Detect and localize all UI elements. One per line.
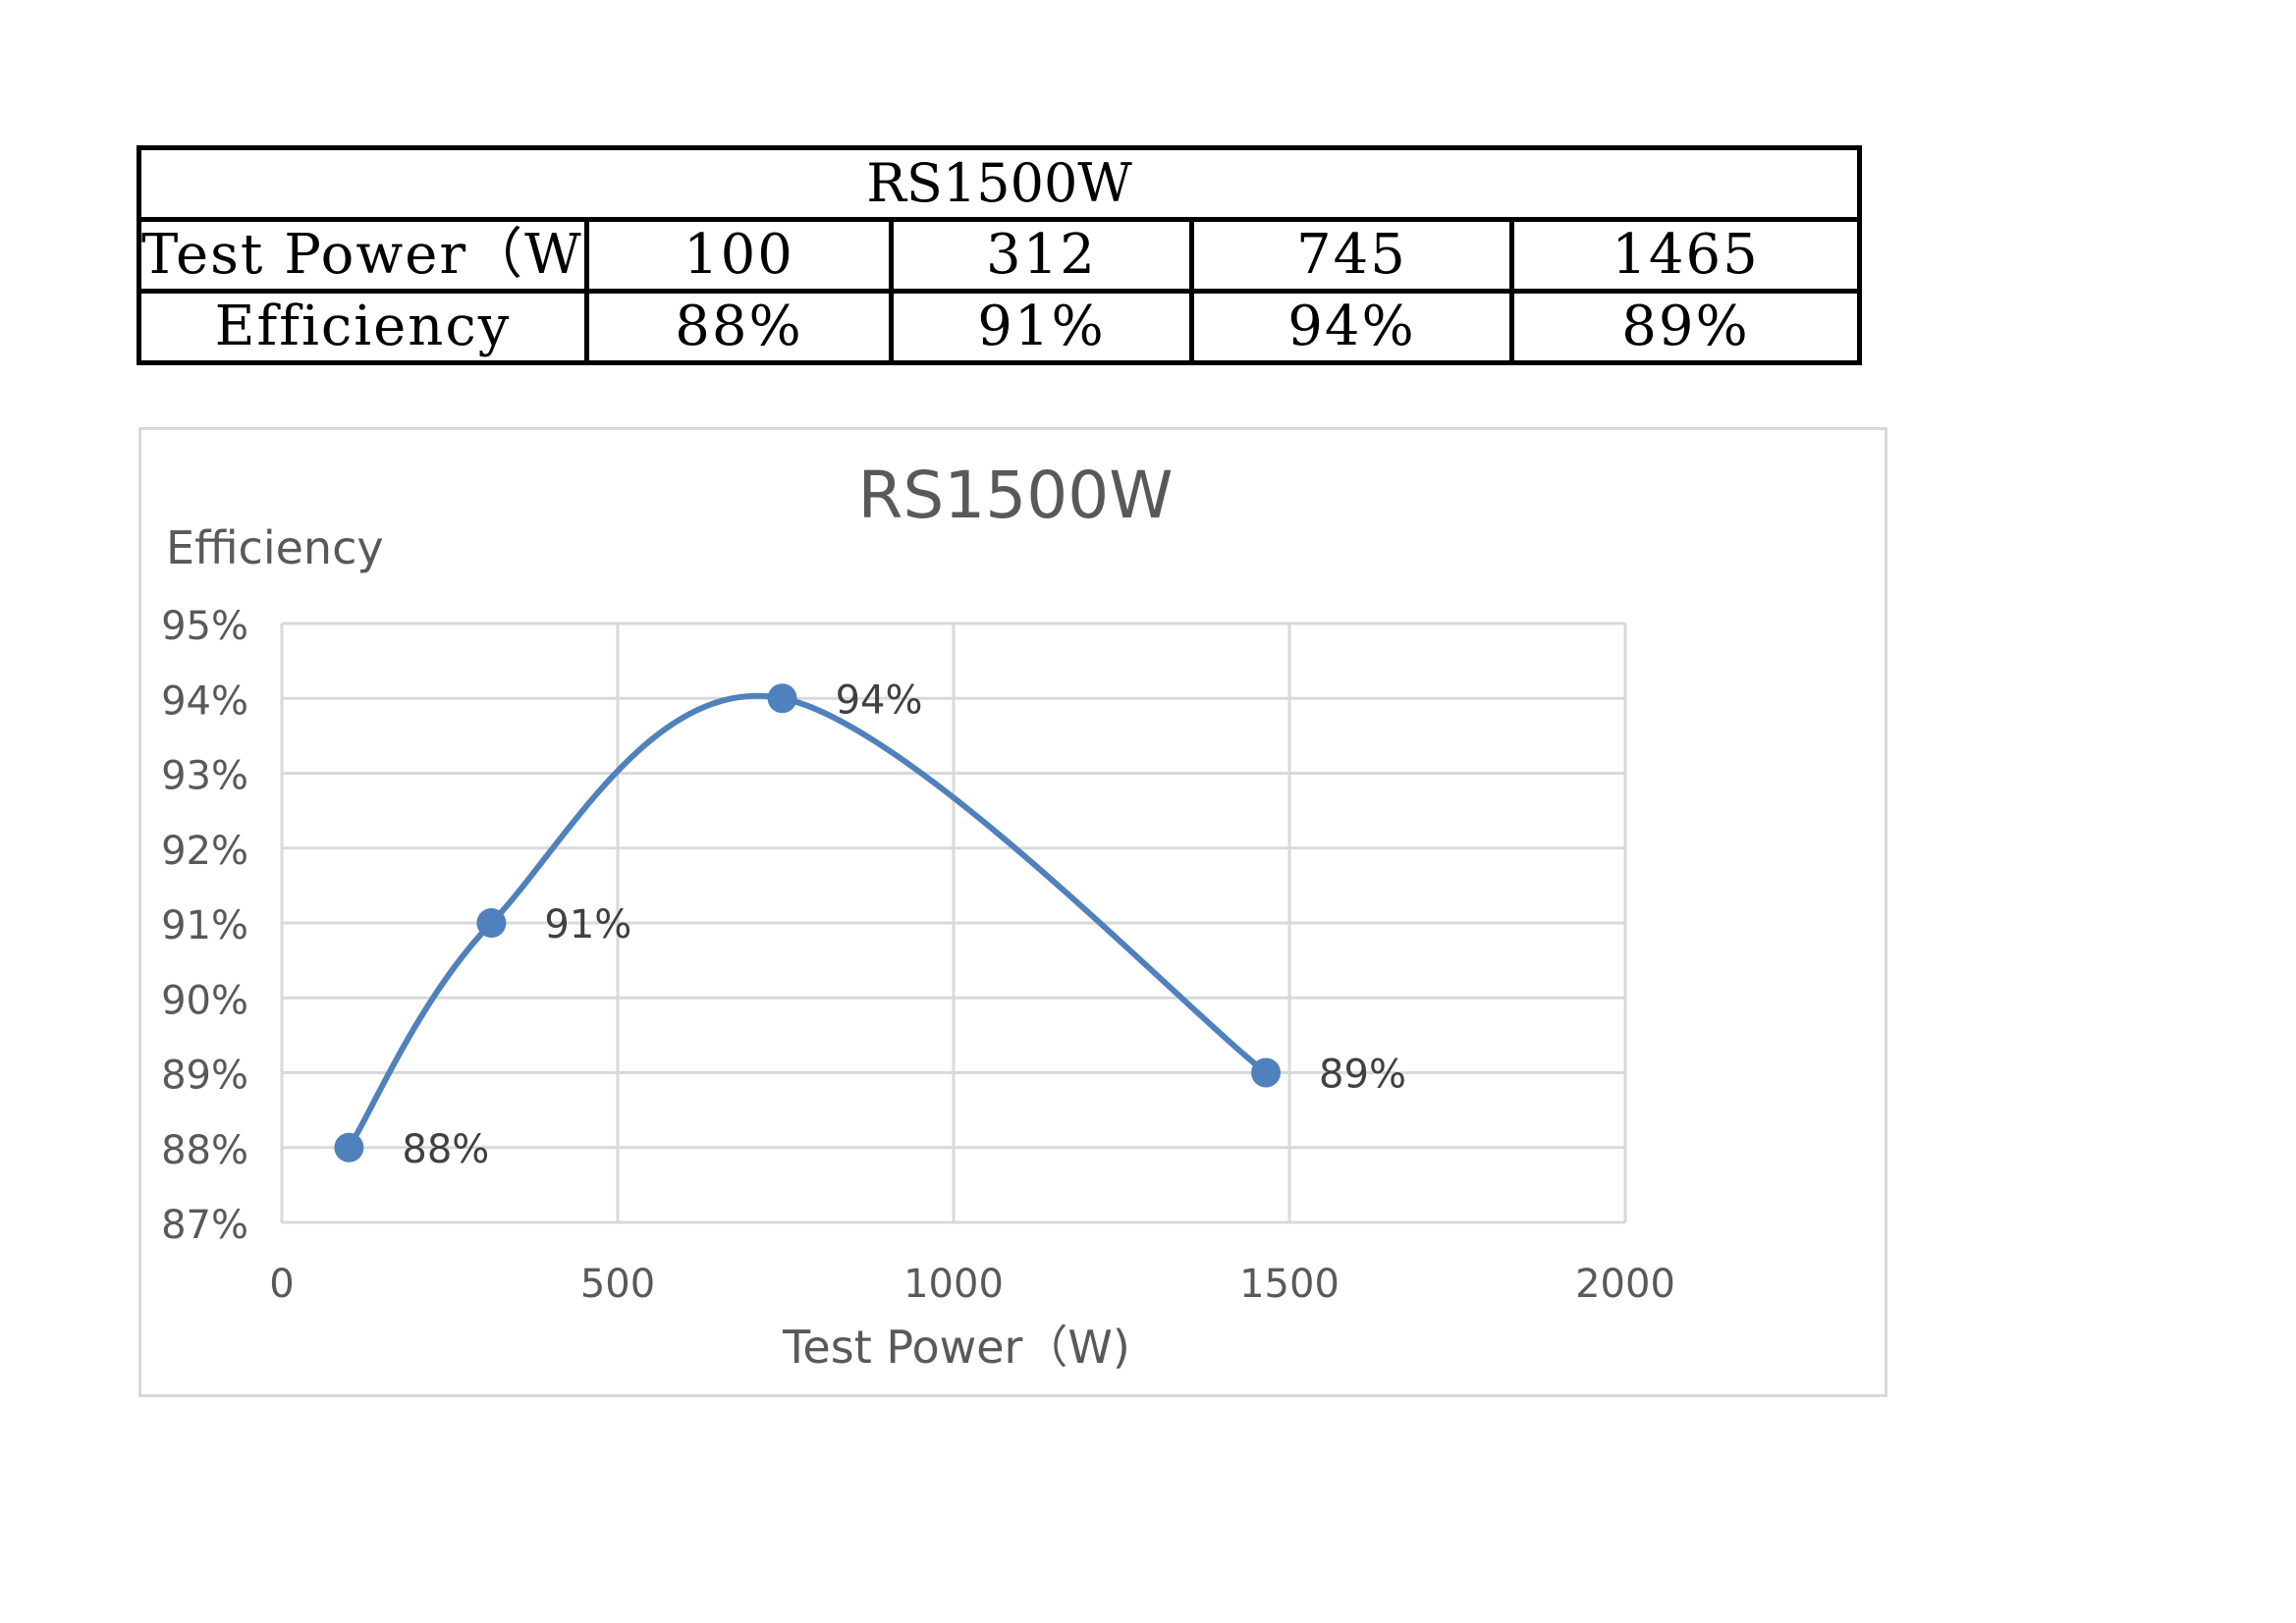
data-label: 89% xyxy=(1319,1053,1406,1098)
series-line xyxy=(346,692,1268,1150)
power-cell: 745 xyxy=(1189,217,1514,294)
grid-lines xyxy=(280,622,1627,1224)
efficiency-cell: 94% xyxy=(1189,289,1514,365)
data-point xyxy=(476,908,507,938)
y-tick-label: 95% xyxy=(161,604,248,649)
chart-title: RS1500W xyxy=(858,458,1174,533)
y-tick-label: 87% xyxy=(161,1203,248,1248)
chart-container: 87% 88% 89% 90% 91% 92% 93% 94% 95% 0 500 1000 1500 2… xyxy=(138,427,1887,1397)
data-point xyxy=(767,683,797,714)
row-label-test-power: Test Power（W) xyxy=(137,217,589,294)
axis-ticks: 87% 88% 89% 90% 91% 92% 93% 94% 95% 0 500 1000 1500 2… xyxy=(161,604,1675,1307)
data-label: 88% xyxy=(402,1127,489,1172)
y-tick-label: 92% xyxy=(161,829,248,874)
efficiency-table: RS1500W Test Power（W) 100 312 745 1465 E… xyxy=(136,145,1863,365)
data-point xyxy=(334,1132,364,1163)
data-labels: 88% 91% 94% 89% xyxy=(402,677,1406,1172)
power-cell: 312 xyxy=(889,217,1194,294)
efficiency-cell: 88% xyxy=(584,289,894,365)
x-tick-label: 2000 xyxy=(1575,1262,1675,1307)
y-axis-title: Efficiency xyxy=(166,521,384,574)
x-axis-title: Test Power（W) xyxy=(782,1321,1130,1374)
x-tick-label: 500 xyxy=(580,1262,655,1307)
y-tick-label: 91% xyxy=(161,903,248,948)
x-tick-label: 1000 xyxy=(903,1262,1004,1307)
x-tick-label: 1500 xyxy=(1239,1262,1339,1307)
power-cell: 1465 xyxy=(1508,217,1863,294)
y-tick-label: 89% xyxy=(161,1054,248,1099)
table-title: RS1500W xyxy=(136,145,1863,222)
x-tick-label: 0 xyxy=(269,1262,294,1307)
row-label-efficiency: Efficiency xyxy=(137,289,589,365)
y-tick-label: 90% xyxy=(161,978,248,1023)
table-title-row: RS1500W xyxy=(136,145,1863,222)
data-point xyxy=(1251,1057,1282,1088)
power-cell: 100 xyxy=(584,217,894,294)
y-tick-label: 88% xyxy=(161,1128,248,1173)
efficiency-cell: 89% xyxy=(1508,289,1863,365)
data-label: 94% xyxy=(836,677,923,723)
y-tick-label: 93% xyxy=(161,754,248,799)
table-row-test-power: Test Power（W) 100 312 745 1465 xyxy=(137,217,1863,294)
y-tick-label: 94% xyxy=(161,678,248,724)
data-points xyxy=(334,683,1282,1163)
table-row-efficiency: Efficiency 88% 91% 94% 89% xyxy=(137,289,1863,365)
efficiency-cell: 91% xyxy=(889,289,1194,365)
efficiency-chart: 87% 88% 89% 90% 91% 92% 93% 94% 95% 0 500 1000 1500 2… xyxy=(161,458,1675,1374)
data-label: 91% xyxy=(544,902,631,947)
